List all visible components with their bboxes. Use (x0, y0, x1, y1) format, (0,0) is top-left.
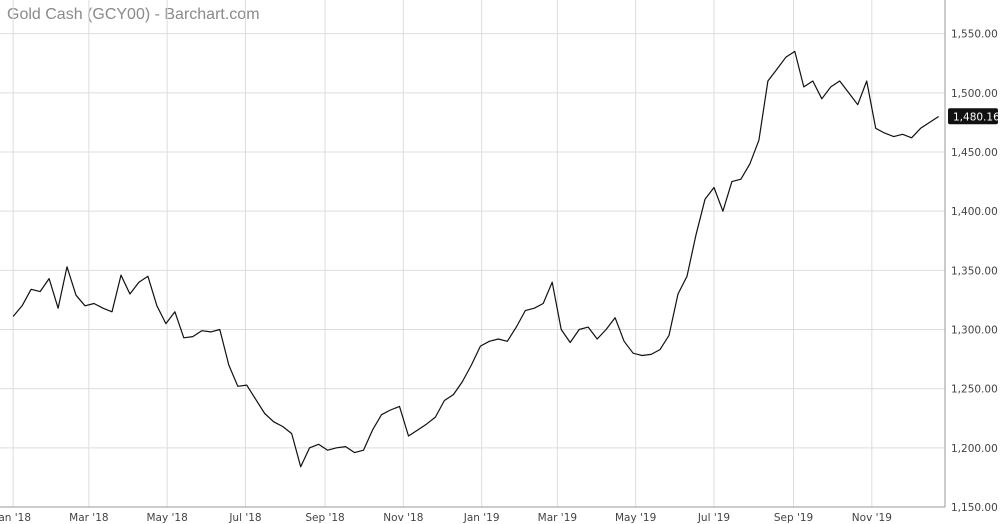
x-tick-label: Jul '18 (228, 512, 261, 524)
label-layer: 1,150.00 1,200.00 1,250.00 1,300.00 1,350.00… (0, 29, 1000, 524)
y-tick-label: 1,150.00 (951, 502, 998, 514)
last-value-badge (948, 108, 998, 125)
y-tick-label: 1,550.00 (951, 29, 998, 41)
x-tick-label: Mar '19 (538, 512, 577, 524)
y-tick-label: 1,400.00 (951, 206, 998, 218)
x-tick-label: Mar '18 (69, 512, 108, 524)
last-value-label: 1,480.16 (953, 111, 1000, 123)
x-tick-label: Jan '18 (0, 512, 31, 524)
x-tick-label: Nov '19 (852, 512, 892, 524)
x-tick-label: Jan '19 (463, 512, 500, 524)
x-tick-label: Sep '19 (774, 512, 813, 524)
grid-layer (0, 0, 945, 508)
x-tick-label: Sep '18 (305, 512, 344, 524)
x-tick-label: May '19 (615, 512, 656, 524)
axis-layer (0, 0, 946, 508)
chart-title: Gold Cash (GCY00) - Barchart.com (7, 6, 260, 23)
y-tick-label: 1,250.00 (951, 384, 998, 396)
y-tick-label: 1,350.00 (951, 265, 998, 277)
price-line (12, 50, 939, 468)
series-layer (12, 50, 939, 468)
y-tick-label: 1,500.00 (951, 88, 998, 100)
y-tick-label: 1,450.00 (951, 147, 998, 159)
x-tick-label: May '18 (147, 512, 188, 524)
x-tick-label: Jul '19 (697, 512, 730, 524)
y-tick-label: 1,300.00 (951, 325, 998, 337)
x-tick-label: Nov '18 (383, 512, 423, 524)
y-tick-label: 1,200.00 (951, 443, 998, 455)
